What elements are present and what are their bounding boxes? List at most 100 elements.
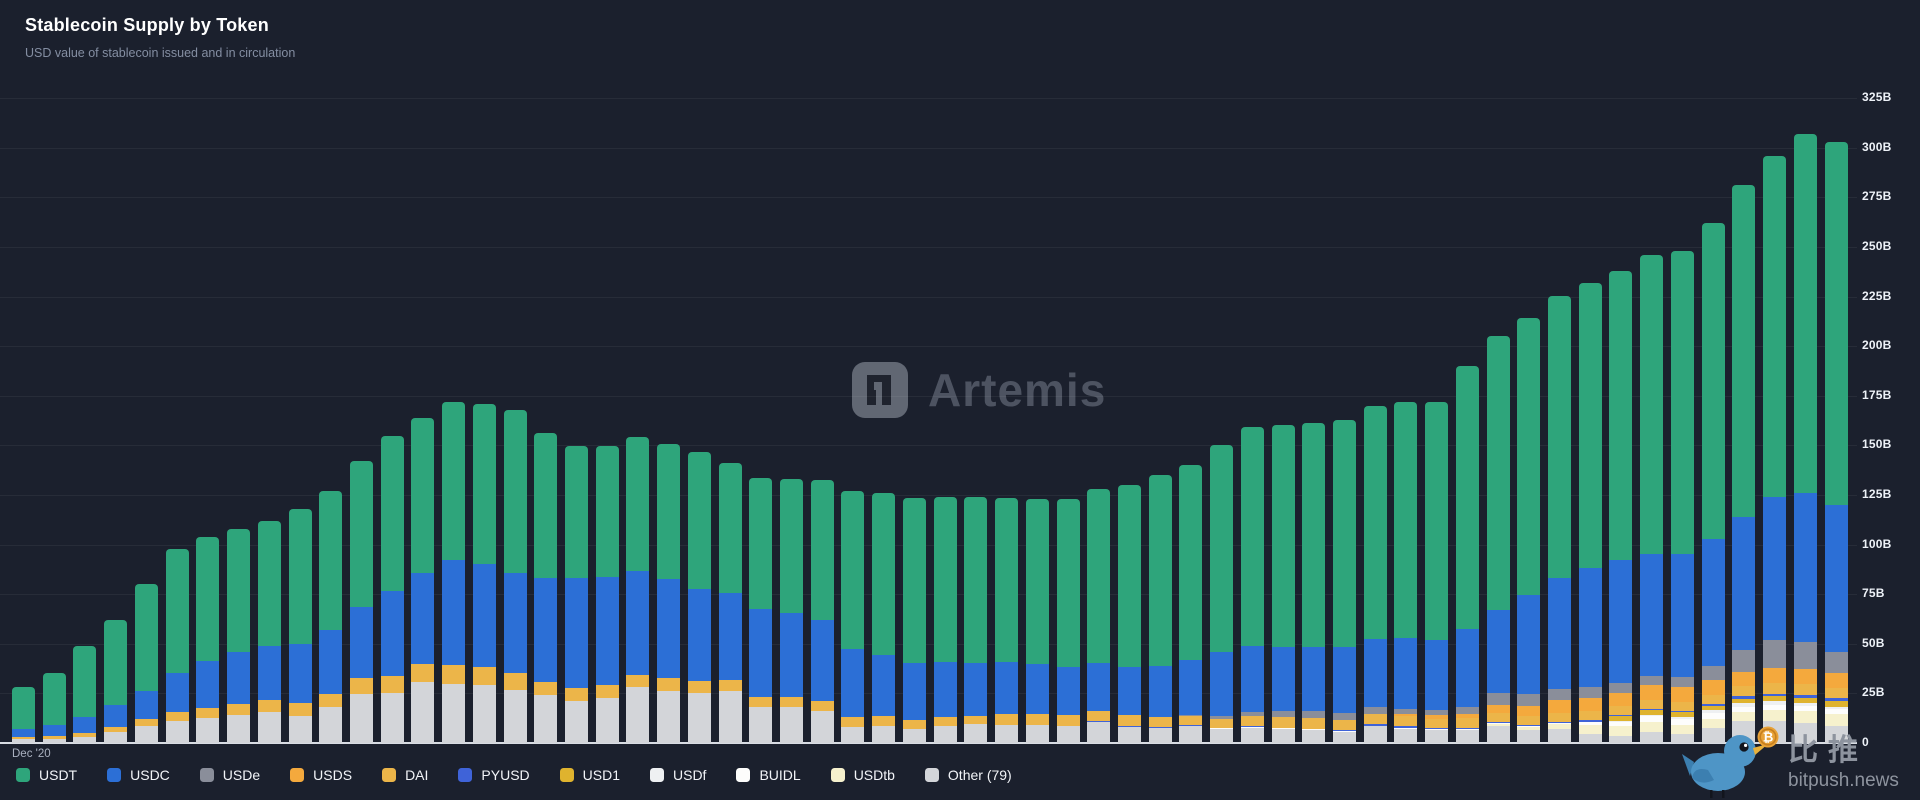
bar-segment-DAI xyxy=(196,708,220,719)
bar-segment-USDT xyxy=(964,496,988,664)
bar-segment-USDT xyxy=(841,490,865,649)
bar-Oct '24[interactable] xyxy=(1425,401,1449,743)
legend-swatch-USDf xyxy=(650,768,664,782)
bar-segment-DAI xyxy=(933,717,957,726)
legend-item-USDT[interactable]: USDT xyxy=(16,767,77,783)
bar-Mar '23[interactable] xyxy=(841,490,865,743)
bar-Feb '24[interactable] xyxy=(1179,465,1203,743)
bar-segment-USDT xyxy=(1763,155,1786,497)
bar-Jan '23[interactable] xyxy=(780,479,803,743)
bar-Oct '25[interactable] xyxy=(1793,133,1817,743)
bar-Sep '22[interactable] xyxy=(657,444,681,743)
bar-Nov '24[interactable] xyxy=(1455,365,1479,743)
bar-Mar '22[interactable] xyxy=(472,403,496,743)
bar-Jan '21[interactable] xyxy=(42,672,66,743)
bar-Feb '25[interactable] xyxy=(1548,296,1571,743)
bar-Nov '21[interactable] xyxy=(349,461,373,743)
bar-Apr '22[interactable] xyxy=(503,409,527,743)
bar-segment-DAI xyxy=(1148,717,1172,727)
bar-Jun '22[interactable] xyxy=(565,446,588,743)
bar-Mar '25[interactable] xyxy=(1578,282,1602,743)
bar-segment-USDC xyxy=(472,564,496,667)
bar-Dec '20[interactable] xyxy=(12,687,35,743)
bar-Jul '22[interactable] xyxy=(595,446,619,743)
bar-Jul '24[interactable] xyxy=(1333,419,1356,743)
bar-Jan '25[interactable] xyxy=(1517,318,1541,743)
legend-item-USDS[interactable]: USDS xyxy=(290,767,352,783)
legend-item-PYUSD[interactable]: PYUSD xyxy=(458,767,530,783)
legend-item-BUIDL[interactable]: BUIDL xyxy=(736,767,801,783)
bar-Feb '23[interactable] xyxy=(810,480,834,743)
bar-segment-USDtb xyxy=(1824,713,1848,726)
bar-Dec '21[interactable] xyxy=(380,436,404,743)
legend-item-USDf[interactable]: USDf xyxy=(650,767,706,783)
bar-Jun '24[interactable] xyxy=(1302,423,1326,743)
bar-Mar '21[interactable] xyxy=(104,619,128,743)
bar-Nov '25[interactable] xyxy=(1824,141,1848,743)
bar-Feb '22[interactable] xyxy=(442,401,466,743)
bar-segment-USDT xyxy=(472,403,496,565)
bar-Oct '21[interactable] xyxy=(319,490,343,743)
bar-segment-Other xyxy=(1793,722,1817,743)
bar-Mar '24[interactable] xyxy=(1210,445,1234,743)
bar-segment-Other xyxy=(1210,729,1234,743)
bar-Nov '23[interactable] xyxy=(1087,488,1111,743)
bar-segment-DAI xyxy=(687,681,711,693)
bar-May '24[interactable] xyxy=(1271,425,1295,743)
bar-Feb '21[interactable] xyxy=(73,645,97,743)
bar-Jun '21[interactable] xyxy=(196,536,220,743)
bar-segment-USDC xyxy=(380,591,404,676)
bar-segment-USD1 xyxy=(1824,701,1848,707)
bar-segment-DAI xyxy=(257,700,281,713)
bar-segment-USDe xyxy=(1732,649,1756,672)
bar-May '21[interactable] xyxy=(165,548,189,743)
bar-Jul '21[interactable] xyxy=(227,528,250,743)
bar-Apr '23[interactable] xyxy=(872,492,896,743)
bar-Aug '25[interactable] xyxy=(1732,185,1756,743)
legend-item-USDC[interactable]: USDC xyxy=(107,767,170,783)
bar-Dec '22[interactable] xyxy=(749,478,773,743)
bar-Oct '22[interactable] xyxy=(687,452,711,743)
bar-Nov '22[interactable] xyxy=(718,463,742,743)
bar-Sep '21[interactable] xyxy=(288,508,312,743)
bar-segment-Other xyxy=(902,729,926,743)
bar-Aug '23[interactable] xyxy=(995,497,1018,743)
bar-Apr '25[interactable] xyxy=(1609,270,1633,743)
bar-May '25[interactable] xyxy=(1640,254,1664,743)
bar-Sep '24[interactable] xyxy=(1394,401,1418,743)
bar-May '23[interactable] xyxy=(902,497,926,743)
bar-segment-USDC xyxy=(964,663,988,716)
bar-Jan '24[interactable] xyxy=(1148,475,1172,743)
bar-Dec '23[interactable] xyxy=(1117,485,1141,743)
bar-Aug '24[interactable] xyxy=(1363,405,1387,743)
bar-segment-USDC xyxy=(1333,646,1356,714)
bar-Aug '22[interactable] xyxy=(626,437,650,743)
bar-segment-USDS xyxy=(1425,715,1449,719)
bar-segment-USDC xyxy=(1486,610,1510,694)
bar-segment-USDC xyxy=(810,619,834,701)
legend-item-USDtb[interactable]: USDtb xyxy=(830,767,895,783)
bar-Jun '23[interactable] xyxy=(933,496,957,743)
bar-segment-USDS xyxy=(1486,705,1510,714)
bar-Sep '23[interactable] xyxy=(1025,498,1049,743)
bar-Oct '23[interactable] xyxy=(1056,498,1080,743)
legend-swatch-USD1 xyxy=(559,768,574,782)
bar-Apr '21[interactable] xyxy=(134,584,158,743)
bar-segment-DAI xyxy=(104,727,128,733)
bar-Jul '25[interactable] xyxy=(1701,223,1725,743)
legend-item-DAI[interactable]: DAI xyxy=(382,767,428,783)
bar-Jan '22[interactable] xyxy=(411,417,435,743)
bar-Dec '24[interactable] xyxy=(1486,336,1510,743)
bar-Apr '24[interactable] xyxy=(1240,427,1264,743)
bar-segment-DAI xyxy=(1455,718,1479,728)
bar-May '22[interactable] xyxy=(534,433,558,743)
bar-Jul '23[interactable] xyxy=(964,496,988,743)
bar-Sep '25[interactable] xyxy=(1763,155,1786,743)
legend-item-Other[interactable]: Other (79) xyxy=(924,767,1012,783)
bar-Aug '21[interactable] xyxy=(257,520,281,743)
legend-item-USD1[interactable]: USD1 xyxy=(559,767,620,783)
bar-Jun '25[interactable] xyxy=(1670,250,1694,743)
legend-item-USDe[interactable]: USDe xyxy=(199,767,260,783)
bar-segment-Other xyxy=(1609,735,1633,743)
bar-segment-BUIDL xyxy=(1640,716,1664,723)
